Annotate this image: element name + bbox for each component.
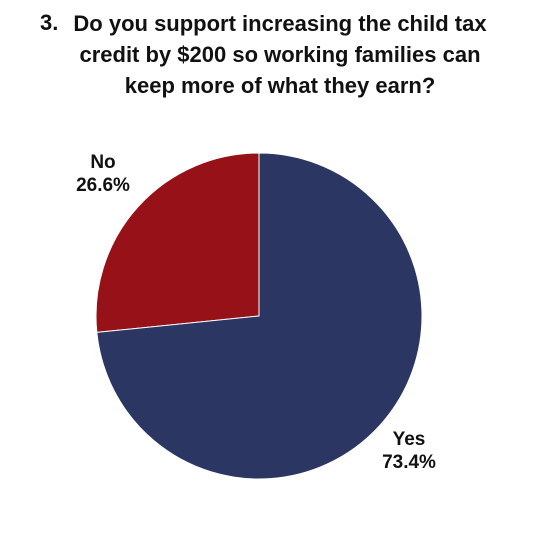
slice-value-yes: 73.4%: [382, 452, 436, 473]
question-number: 3.: [40, 10, 59, 35]
slice-label-yes: Yes: [393, 429, 426, 450]
question-text: Do you support increasing the child tax …: [73, 11, 487, 98]
pie-slice-yes: [96, 152, 423, 480]
slice-value-no: 26.6%: [76, 175, 130, 196]
question-header: 3. Do you support increasing the child t…: [0, 4, 550, 114]
pie-slices: [95, 152, 423, 480]
slice-label-no: No: [90, 152, 115, 173]
pie-slice-no: [95, 152, 260, 333]
